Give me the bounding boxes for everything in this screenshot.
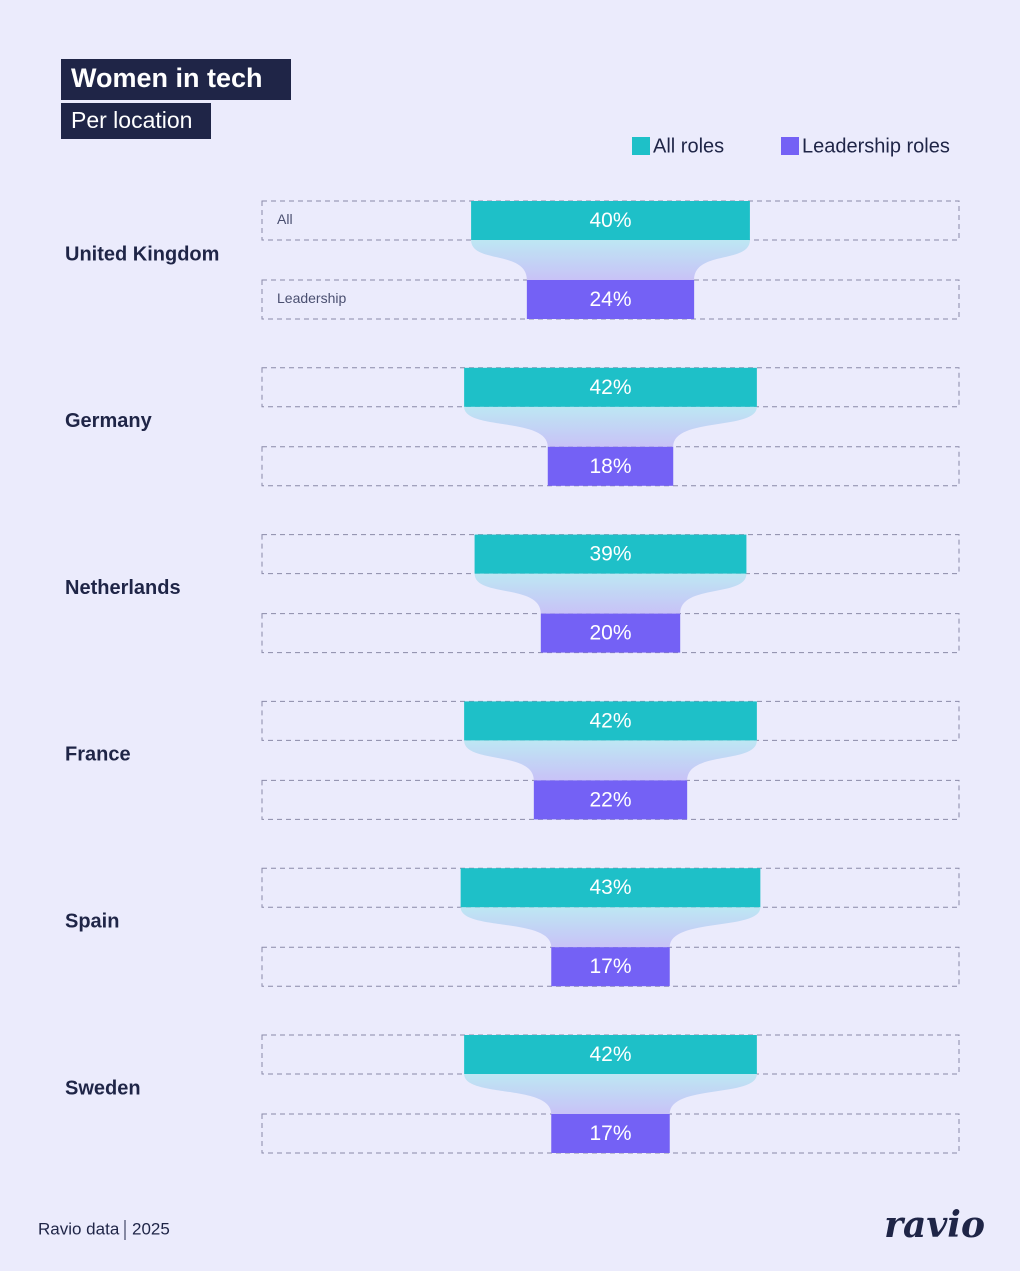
footer-source: Ravio data — [38, 1219, 120, 1238]
category-label: France — [65, 744, 131, 766]
title-box — [61, 59, 291, 100]
bar — [547, 446, 674, 486]
value-label: 39% — [589, 543, 631, 566]
value-label: 17% — [589, 1122, 631, 1145]
value-label: 24% — [589, 288, 631, 311]
subtitle-box — [61, 103, 211, 139]
row-label: All — [277, 211, 293, 227]
bar — [540, 613, 681, 653]
category-label: United Kingdom — [65, 243, 219, 265]
value-label: 20% — [589, 622, 631, 645]
legend-swatch — [781, 137, 799, 155]
bar — [533, 780, 688, 820]
bar — [551, 947, 670, 987]
bar — [464, 367, 757, 407]
bar — [464, 1035, 757, 1074]
value-label: 17% — [589, 955, 631, 978]
category-label: Sweden — [65, 1077, 141, 1099]
chart-title: Women in tech — [71, 63, 263, 93]
legend-label: All roles — [653, 135, 724, 157]
footer-year: 2025 — [132, 1219, 170, 1238]
connector — [464, 740, 757, 781]
bar — [464, 701, 757, 741]
bar — [471, 201, 750, 240]
connector — [474, 573, 747, 614]
category-label: Germany — [65, 410, 153, 432]
bar — [526, 280, 695, 319]
category-label: Netherlands — [65, 577, 181, 599]
logo: ravio — [884, 1204, 985, 1246]
legend-label: Leadership roles — [802, 135, 950, 157]
value-label: 42% — [589, 1043, 631, 1066]
value-label: 22% — [589, 788, 631, 811]
connector — [464, 1074, 757, 1114]
value-label: 42% — [589, 709, 631, 732]
connector — [464, 406, 757, 447]
legend-swatch — [632, 137, 650, 155]
value-label: 40% — [589, 209, 631, 232]
value-label: 42% — [589, 376, 631, 399]
chart-subtitle: Per location — [71, 107, 192, 133]
connector — [460, 907, 761, 948]
bar — [460, 868, 761, 908]
connector — [471, 240, 750, 280]
value-label: 18% — [589, 455, 631, 478]
bar — [551, 1114, 670, 1153]
category-label: Spain — [65, 910, 119, 932]
row-label: Leadership — [277, 290, 346, 306]
bar — [474, 534, 747, 574]
value-label: 43% — [589, 876, 631, 899]
